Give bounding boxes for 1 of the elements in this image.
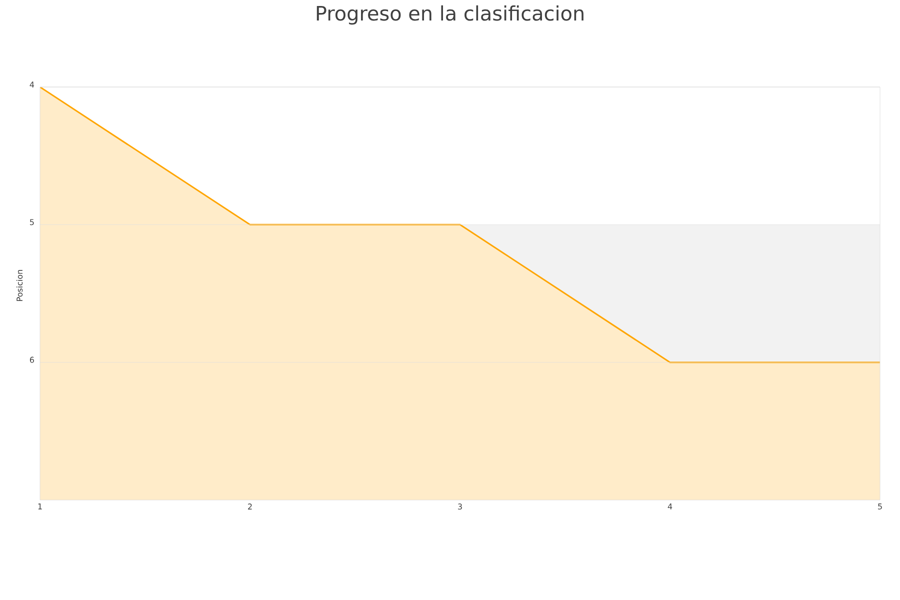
chart-title: Progreso en la clasificacion [316,5,584,25]
